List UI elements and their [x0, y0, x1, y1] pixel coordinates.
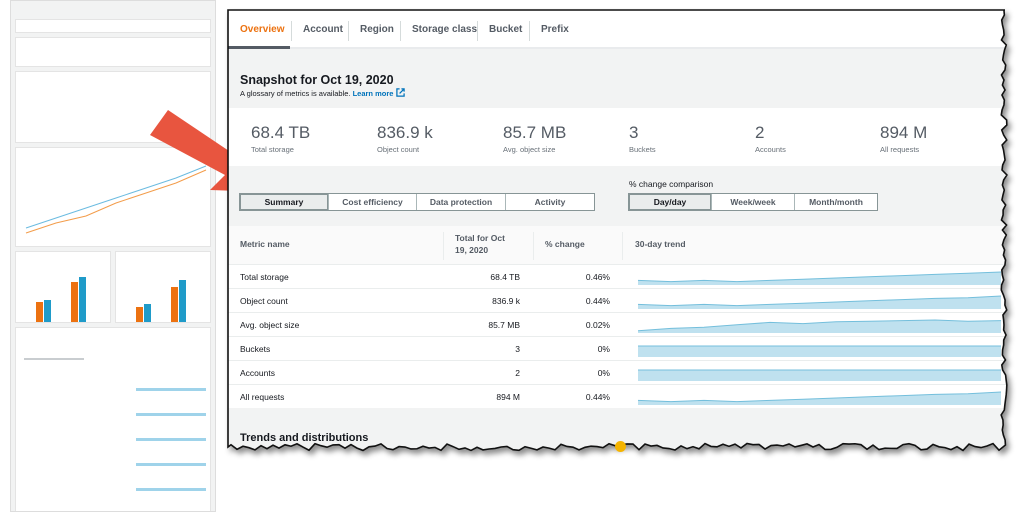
metric-total: 836.9 k [492, 296, 520, 306]
table-row: Buckets 3 0% [228, 336, 1007, 360]
table-row: Accounts 2 0% [228, 360, 1007, 384]
table-row: Total storage 68.4 TB 0.46% [228, 264, 1007, 288]
metric-label: Avg. object size [503, 145, 556, 154]
trends-title: Trends and distributions [240, 432, 369, 444]
view-segmented-control: Summary Cost efficiency Data protection Act… [239, 193, 595, 211]
sparkline-30-day-trend [638, 369, 1001, 381]
view-activity[interactable]: Activity [534, 197, 566, 207]
sparkline-area [638, 320, 1001, 333]
yellow-dot [615, 441, 626, 452]
tab-prefix[interactable]: Prefix [541, 24, 569, 35]
metric-value: 2 [755, 123, 765, 142]
sparkline-30-day-trend [638, 295, 1002, 309]
metric-label: Object count [377, 145, 420, 154]
header-change[interactable]: % change [545, 239, 585, 249]
thumb-bar-chart-2 [115, 251, 211, 323]
metric-name: Buckets [240, 344, 271, 354]
metric-label: Total storage [251, 145, 294, 154]
header-metric-name[interactable]: Metric name [240, 239, 290, 249]
table-row: All requests 894 M 0.44% [228, 384, 1007, 408]
table-row: Object count 836.9 k 0.44% [228, 288, 1007, 312]
active-tab-indicator [228, 46, 290, 49]
header-total[interactable]: Total for Oct 19, 2020 [455, 233, 505, 255]
metric-change: 0% [597, 344, 610, 354]
tab-bar: Overview Account Region Storage class Bucket… [228, 10, 1007, 49]
view-summary[interactable]: Summary [240, 194, 329, 210]
compare-day-day[interactable]: Day/day [629, 194, 712, 210]
dashboard-thumbnail [10, 0, 216, 512]
compare-month-month[interactable]: Month/month [809, 197, 863, 207]
metric-name: All requests [240, 392, 285, 402]
metric-total: 3 [515, 344, 520, 354]
sparkline-30-day-trend [638, 271, 1002, 285]
metric-name: Avg. object size [240, 320, 300, 330]
tab-region[interactable]: Region [360, 24, 394, 35]
metric-name: Object count [240, 296, 288, 306]
tab-divider [291, 21, 292, 41]
table-row: Avg. object size 85.7 MB 0.02% [228, 312, 1007, 336]
metric-total: 2 [515, 368, 520, 378]
sparkline-area [638, 346, 1001, 357]
metric-label: All requests [880, 145, 920, 154]
tab-divider [400, 21, 401, 41]
thumb-top-lists [15, 327, 211, 511]
sparkline-30-day-trend [638, 319, 1002, 333]
metric-change: 0.46% [585, 272, 610, 282]
thumb-info-box [15, 37, 211, 67]
comparison-label: % change comparison [629, 179, 714, 189]
tab-bucket[interactable]: Bucket [489, 24, 523, 35]
header-trend: 30-day trend [635, 239, 686, 249]
tab-overview[interactable]: Overview [240, 24, 285, 35]
thumb-bar-chart-1 [15, 251, 111, 323]
metric-label: Buckets [629, 145, 656, 154]
metric-name: Accounts [240, 368, 275, 378]
view-cost-efficiency[interactable]: Cost efficiency [329, 194, 417, 210]
tab-divider [529, 21, 530, 41]
metric-value: 836.9 k [377, 123, 433, 142]
external-link-icon[interactable] [395, 88, 405, 97]
tab-storage-class[interactable]: Storage class [412, 24, 478, 35]
metric-value: 85.7 MB [503, 123, 567, 142]
thumb-header [15, 19, 211, 33]
tab-account[interactable]: Account [303, 24, 343, 35]
metric-change: 0.02% [585, 320, 610, 330]
metric-total: 68.4 TB [490, 272, 520, 282]
sparkline-area [638, 370, 1001, 381]
sparkline-30-day-trend [638, 391, 1002, 405]
glossary-text: A glossary of metrics is available. Lear… [240, 88, 405, 98]
metric-name: Total storage [240, 272, 289, 282]
comparison-segmented-control: Day/day Week/week Month/month [628, 193, 878, 211]
metric-change: 0.44% [585, 392, 610, 402]
sparkline-30-day-trend [638, 345, 1001, 357]
metric-change: 0.44% [585, 296, 610, 306]
metric-change: 0% [597, 368, 610, 378]
metric-value: 894 M [880, 123, 928, 142]
view-data-protection[interactable]: Data protection [417, 194, 506, 210]
metric-total: 894 M [496, 392, 520, 402]
tab-divider [477, 21, 478, 41]
thumb-trend-chart [15, 147, 211, 247]
thumb-line-chart [25, 165, 207, 234]
metric-total: 85.7 MB [488, 320, 520, 330]
tab-divider [348, 21, 349, 41]
metric-label: Accounts [755, 145, 786, 154]
learn-more-link[interactable]: Learn more [352, 89, 394, 98]
metrics-summary: 68.4 TB Total storage 836.9 k Object count 8… [228, 108, 1007, 166]
compare-week-week[interactable]: Week/week [712, 194, 795, 210]
metrics-table: Metric name Total for Oct 19, 2020 % chan… [228, 226, 1007, 408]
metric-value: 3 [629, 123, 639, 142]
snapshot-title: Snapshot for Oct 19, 2020 [240, 73, 394, 87]
metric-value: 68.4 TB [251, 123, 311, 142]
